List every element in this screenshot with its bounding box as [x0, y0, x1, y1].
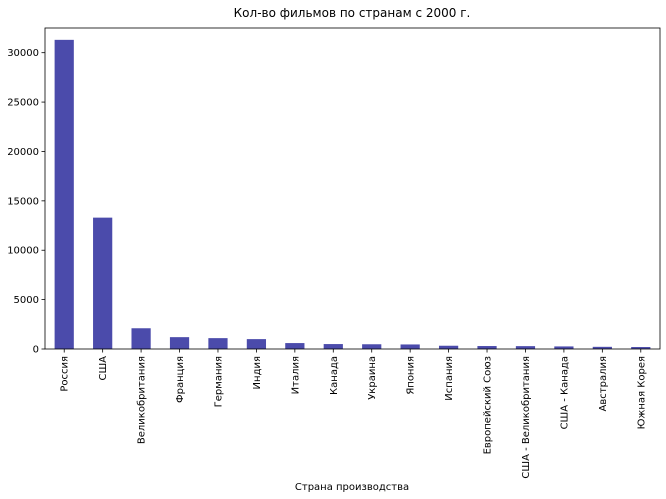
- bar-9: [400, 344, 420, 349]
- x-tick-label: Италия: [290, 356, 301, 394]
- x-tick-label: США: [98, 356, 109, 381]
- bar-3: [169, 337, 190, 349]
- bar-6: [285, 343, 305, 349]
- y-tick-label: 0: [33, 345, 39, 356]
- bar-13: [554, 346, 574, 349]
- x-tick-label: Украина: [367, 356, 378, 400]
- bar-0: [54, 39, 74, 350]
- x-tick-label: Индия: [252, 356, 263, 389]
- bar-4: [208, 338, 228, 349]
- bar-8: [362, 344, 382, 349]
- bar-14: [592, 346, 612, 349]
- bar-2: [131, 328, 151, 349]
- y-axis: 0 5000 10000 15000 20000 25000 30000: [7, 48, 45, 356]
- x-tick-label: Великобритания: [137, 356, 148, 444]
- bar-11: [477, 346, 497, 349]
- x-tick-label: Испания: [444, 356, 455, 401]
- chart-title: Кол-во фильмов по странам с 2000 г.: [234, 6, 471, 20]
- x-tick-label: Германия: [213, 356, 224, 407]
- y-tick-label: 25000: [7, 98, 39, 109]
- y-tick-label: 10000: [7, 246, 39, 257]
- y-tick-label: 5000: [14, 295, 39, 306]
- x-axis: Россия США Великобритания Франция Германия Ин…: [60, 349, 647, 479]
- x-tick-label: США - Великобритания: [521, 356, 532, 479]
- bar-1: [93, 217, 113, 349]
- y-tick-label: 30000: [7, 48, 39, 59]
- x-tick-label: Европейский Союз: [483, 356, 494, 454]
- bar-5: [246, 339, 267, 349]
- bar-15: [631, 347, 651, 349]
- bar-12: [515, 346, 536, 349]
- bar-7: [323, 344, 343, 349]
- x-tick-label: США - Канада: [559, 356, 570, 429]
- x-tick-label: Канада: [329, 356, 340, 395]
- y-tick-label: 20000: [7, 147, 39, 158]
- x-tick-label: Франция: [175, 356, 186, 403]
- x-tick-label: Южная Корея: [636, 356, 647, 429]
- y-tick-label: 15000: [7, 196, 39, 207]
- x-axis-label: Страна производства: [295, 482, 409, 493]
- x-tick-label: Австралия: [598, 356, 609, 411]
- x-tick-label: Россия: [60, 356, 71, 392]
- bar-10: [438, 345, 459, 349]
- plot-frame: [44, 27, 661, 350]
- bars-layer: [54, 39, 651, 350]
- x-tick-label: Япония: [406, 356, 417, 395]
